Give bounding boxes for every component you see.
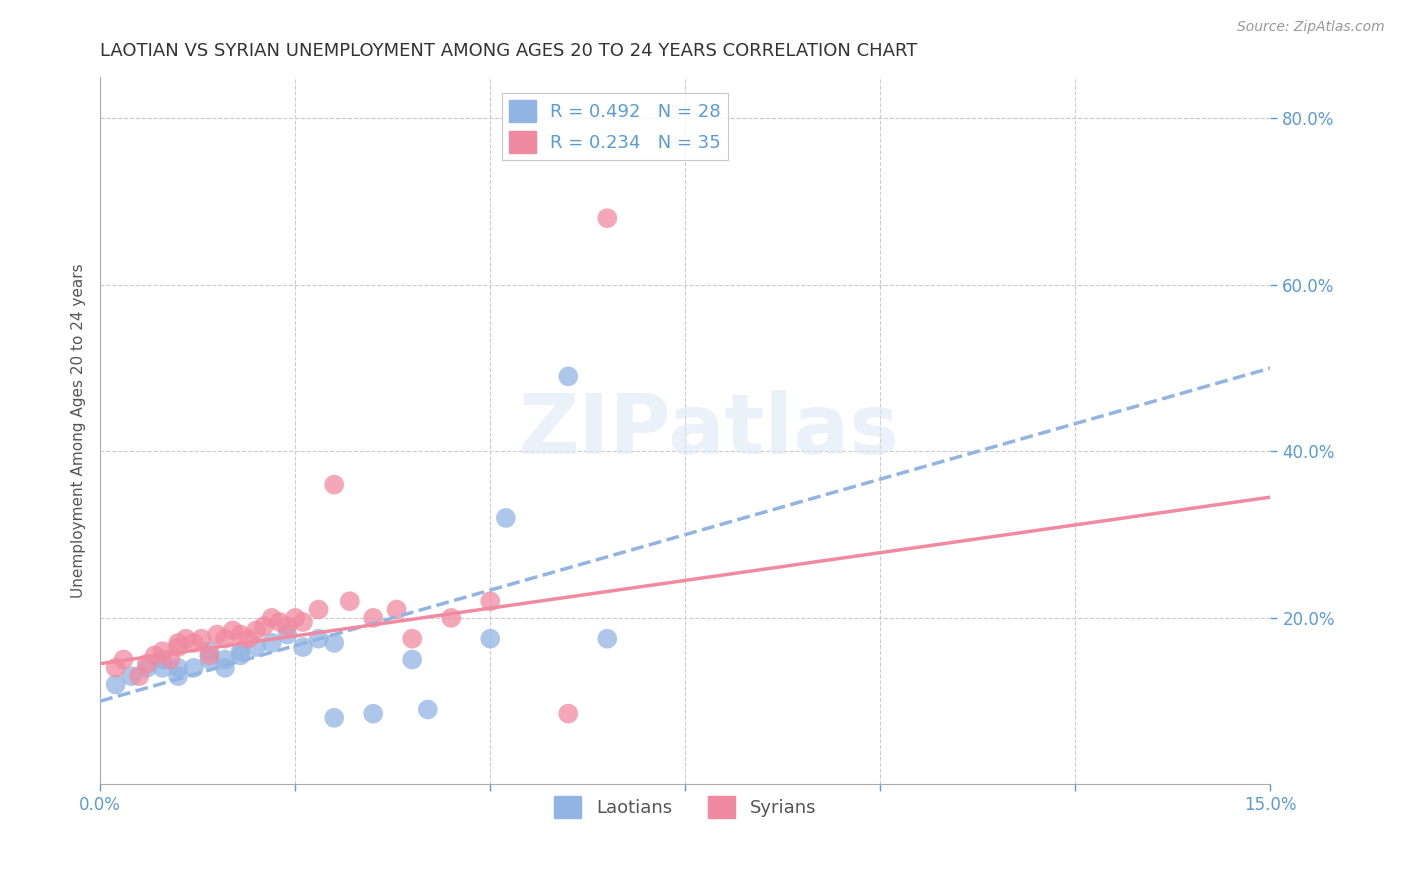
Point bbox=[198, 644, 221, 658]
Point bbox=[128, 669, 150, 683]
Point bbox=[479, 632, 502, 646]
Point bbox=[174, 632, 197, 646]
Point bbox=[276, 627, 298, 641]
Point bbox=[260, 636, 283, 650]
Point bbox=[284, 611, 307, 625]
Point bbox=[152, 661, 174, 675]
Legend: Laotians, Syrians: Laotians, Syrians bbox=[547, 789, 824, 825]
Point bbox=[323, 711, 346, 725]
Point bbox=[479, 594, 502, 608]
Point bbox=[190, 632, 212, 646]
Point bbox=[440, 611, 463, 625]
Point bbox=[495, 511, 517, 525]
Point bbox=[385, 602, 408, 616]
Y-axis label: Unemployment Among Ages 20 to 24 years: Unemployment Among Ages 20 to 24 years bbox=[72, 263, 86, 598]
Point bbox=[229, 644, 252, 658]
Point bbox=[214, 661, 236, 675]
Point bbox=[361, 611, 384, 625]
Point bbox=[291, 640, 314, 654]
Point bbox=[361, 706, 384, 721]
Point bbox=[167, 640, 190, 654]
Point bbox=[339, 594, 361, 608]
Point bbox=[276, 619, 298, 633]
Point bbox=[416, 702, 439, 716]
Point bbox=[104, 661, 127, 675]
Text: ZIPatlas: ZIPatlas bbox=[519, 390, 900, 471]
Point bbox=[401, 652, 423, 666]
Point bbox=[253, 619, 276, 633]
Point bbox=[183, 661, 205, 675]
Point bbox=[136, 657, 159, 671]
Point bbox=[291, 615, 314, 629]
Point bbox=[104, 677, 127, 691]
Point bbox=[198, 652, 221, 666]
Point bbox=[183, 636, 205, 650]
Point bbox=[159, 652, 181, 666]
Point bbox=[596, 211, 619, 226]
Point bbox=[269, 615, 291, 629]
Point bbox=[214, 632, 236, 646]
Text: Source: ZipAtlas.com: Source: ZipAtlas.com bbox=[1237, 20, 1385, 34]
Point bbox=[323, 477, 346, 491]
Point bbox=[245, 624, 267, 638]
Point bbox=[167, 636, 190, 650]
Point bbox=[143, 648, 166, 663]
Point bbox=[152, 644, 174, 658]
Point bbox=[323, 636, 346, 650]
Point bbox=[245, 640, 267, 654]
Point bbox=[229, 627, 252, 641]
Point bbox=[167, 669, 190, 683]
Text: LAOTIAN VS SYRIAN UNEMPLOYMENT AMONG AGES 20 TO 24 YEARS CORRELATION CHART: LAOTIAN VS SYRIAN UNEMPLOYMENT AMONG AGE… bbox=[100, 42, 918, 60]
Point bbox=[308, 602, 330, 616]
Point bbox=[120, 669, 142, 683]
Point bbox=[401, 632, 423, 646]
Point bbox=[557, 706, 579, 721]
Point bbox=[229, 648, 252, 663]
Point bbox=[205, 627, 228, 641]
Point bbox=[112, 652, 135, 666]
Point bbox=[260, 611, 283, 625]
Point bbox=[198, 648, 221, 663]
Point bbox=[238, 632, 260, 646]
Point bbox=[557, 369, 579, 384]
Point bbox=[136, 661, 159, 675]
Point bbox=[214, 652, 236, 666]
Point bbox=[167, 661, 190, 675]
Point bbox=[308, 632, 330, 646]
Point bbox=[152, 652, 174, 666]
Point bbox=[596, 632, 619, 646]
Point bbox=[222, 624, 245, 638]
